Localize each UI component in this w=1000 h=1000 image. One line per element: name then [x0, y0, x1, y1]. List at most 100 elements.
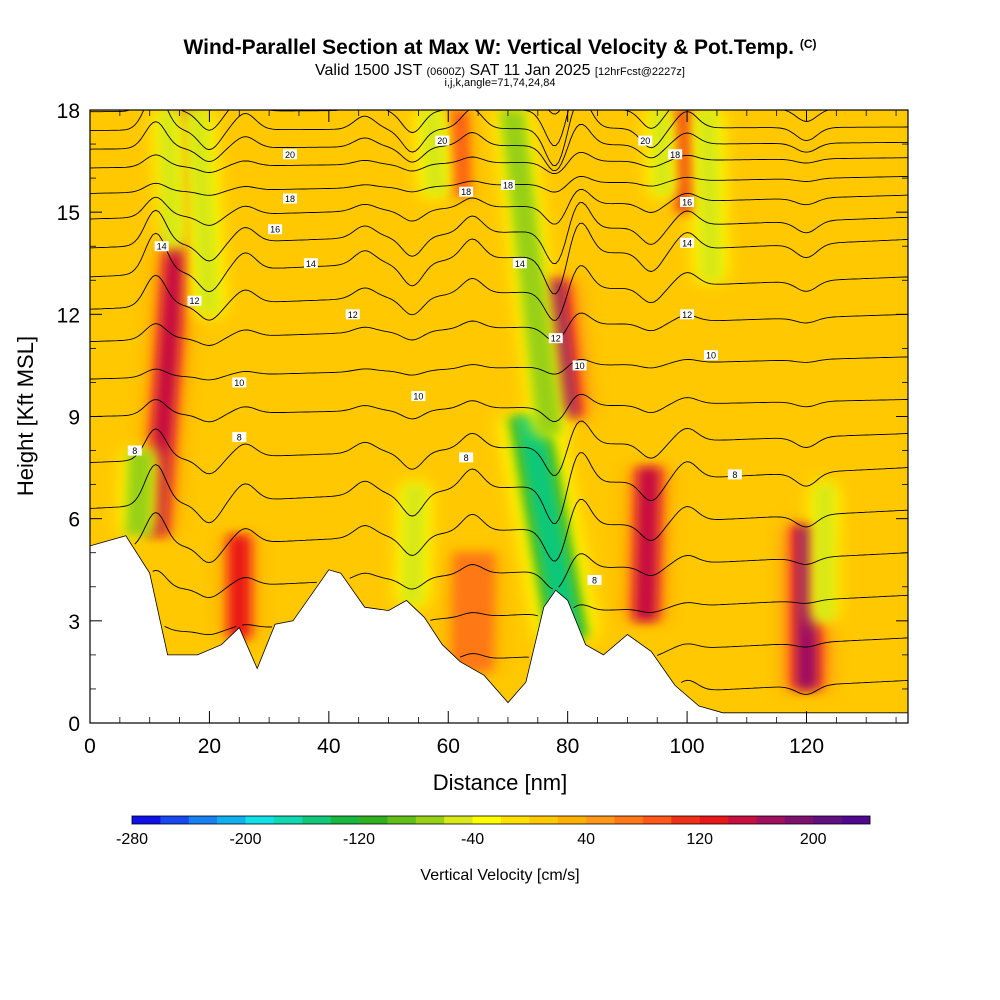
theta-contour-line	[90, 356, 908, 381]
theta-contour-line	[90, 175, 908, 196]
contour-label-text: 12	[189, 296, 199, 306]
contour-label: 14	[512, 258, 527, 269]
contour-label-text: 10	[575, 361, 585, 371]
contour-label-text: 14	[157, 242, 167, 252]
theta-contours	[90, 110, 908, 695]
y-tick-label: 9	[68, 407, 80, 430]
x-tick-label: 20	[198, 735, 221, 758]
contour-label-bg	[727, 469, 742, 480]
colorbar-swatch	[415, 816, 445, 824]
downdraft-core	[499, 110, 563, 434]
terrain-mask	[90, 535, 908, 723]
colorbar-swatch	[132, 816, 161, 824]
contour-label-bg	[268, 224, 283, 235]
contour-label-bg	[459, 452, 474, 463]
contour-labels: 8 8 8 8 8 10 10 10 10 12 12 12 12 14 14 14 14 16 16 18 18 18 1…	[127, 135, 742, 585]
theta-contour-line	[90, 110, 908, 167]
updraft-core	[447, 110, 471, 196]
contour-label-bg	[680, 309, 695, 320]
contour-label-text: 8	[237, 432, 242, 442]
contour-label: 18	[500, 179, 515, 190]
contour-label-text: 12	[348, 310, 358, 320]
downdraft-plume-6	[416, 110, 452, 196]
downdraft-core	[814, 484, 835, 621]
colorbar-swatch	[188, 816, 218, 824]
plot-area	[90, 110, 908, 723]
contour-label-text: 8	[132, 446, 137, 456]
contour-label-text: 10	[234, 378, 244, 388]
colorbar-swatch	[813, 816, 842, 824]
colorbar-swatch	[529, 816, 559, 824]
contour-label: 14	[154, 241, 169, 252]
contour-label-text: 16	[682, 197, 692, 207]
theta-contour-line	[90, 189, 908, 226]
contour-label: 10	[572, 360, 587, 371]
colorbar-tick-label: -280	[116, 831, 148, 848]
theta-contour-line	[90, 222, 908, 295]
colorbar-swatch	[217, 816, 246, 824]
contour-label: 8	[127, 445, 142, 456]
downdraft-plume-0	[153, 110, 189, 247]
colorbar-swatch	[472, 816, 502, 824]
colorbar-swatch	[501, 816, 530, 824]
colorbar-swatch	[387, 816, 417, 824]
colorbar-swatch	[557, 816, 587, 824]
contour-label-text: 16	[270, 225, 280, 235]
contour-label-text: 20	[640, 136, 650, 146]
theta-contour-line	[90, 202, 908, 265]
contour-label-text: 18	[285, 194, 295, 204]
downdraft-core	[125, 450, 154, 536]
chart-subtitle: Valid 1500 JST (0600Z) SAT 11 Jan 2025 […	[0, 62, 1000, 80]
y-tick-label: 12	[57, 304, 80, 327]
axes: 0 20 40 60 80 100 120 0 3 6 9 12 15 18	[57, 100, 908, 758]
updraft-core	[671, 110, 699, 213]
forecast-info: [12hrFcst@2227z]	[594, 66, 685, 78]
colorbar-tick-label: 120	[686, 831, 713, 848]
contour-label: 16	[268, 224, 283, 235]
contour-label: 20	[283, 149, 298, 160]
contour-label-bg	[703, 350, 718, 361]
contour-label-bg	[232, 377, 247, 388]
valid-time: Valid 1500 JST	[315, 62, 423, 79]
contour-label: 12	[680, 309, 695, 320]
x-tick-label: 80	[556, 735, 579, 758]
downdraft-plume-2	[120, 450, 158, 536]
contour-label: 20	[638, 135, 653, 146]
colorbar-tick-label: -200	[230, 831, 262, 848]
theta-contour-line	[680, 679, 908, 695]
contour-label: 16	[680, 196, 695, 207]
colorbar-title: Vertical Velocity [cm/s]	[420, 867, 579, 884]
downdraft-core	[695, 110, 722, 281]
contour-label: 8	[727, 469, 742, 480]
colorbar-swatch	[245, 816, 275, 824]
downdraft-plume-8	[691, 110, 727, 281]
contour-label-text: 18	[670, 150, 680, 160]
downdraft-core	[186, 110, 221, 315]
colorbar-swatch	[586, 816, 615, 824]
downdraft-core	[401, 484, 427, 604]
contour-label-bg	[127, 445, 142, 456]
copyright-mark: (C)	[799, 37, 817, 51]
colorbar-swatch	[756, 816, 786, 824]
colorbar-swatch	[273, 816, 303, 824]
y-tick-label: 0	[68, 713, 80, 736]
contour-label-text: 14	[515, 259, 525, 269]
colorbar-swatch	[642, 816, 672, 824]
theta-contour-line	[164, 594, 908, 636]
theta-contour-line	[152, 552, 908, 599]
colorbar-swatch	[359, 816, 388, 824]
contour-label-text: 12	[551, 334, 561, 344]
colorbar-swatch	[444, 816, 473, 824]
contour-label-bg	[154, 241, 169, 252]
colorbar-swatch	[784, 816, 814, 824]
theta-contour-line	[90, 151, 908, 175]
contour-label-bg	[187, 295, 202, 306]
contour-label-text: 10	[413, 392, 423, 402]
theta-contour-line	[90, 110, 831, 147]
contour-label: 18	[283, 193, 298, 204]
x-axis-title: Distance [nm]	[433, 770, 568, 795]
contour-label: 14	[680, 237, 695, 248]
contour-label-bg	[680, 196, 695, 207]
contour-label-bg	[411, 391, 426, 402]
colorbar-swatch	[699, 816, 729, 824]
